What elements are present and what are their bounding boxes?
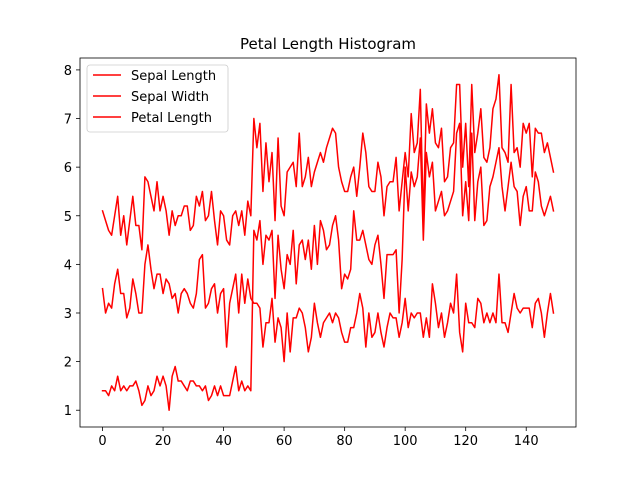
legend: Sepal Length Sepal Width Petal Length (86, 64, 229, 133)
x-tick-label: 120 (453, 434, 478, 449)
y-tick-label: 5 (64, 210, 72, 225)
x-tick-label: 60 (276, 434, 293, 449)
legend-label-2: Petal Length (131, 111, 212, 126)
x-axis: 0 20 40 60 80 100 120 140 (98, 427, 539, 449)
y-tick-label: 1 (64, 404, 72, 419)
chart-title: Petal Length Histogram (240, 35, 416, 53)
y-tick-label: 2 (64, 356, 72, 371)
y-axis: 1 2 3 4 5 6 7 8 (64, 64, 80, 419)
legend-label-1: Sepal Width (131, 90, 209, 105)
x-tick-label: 40 (215, 434, 232, 449)
y-tick-label: 4 (64, 258, 72, 273)
legend-label-0: Sepal Length (131, 69, 216, 84)
y-tick-label: 7 (64, 113, 72, 128)
y-tick-label: 6 (64, 161, 72, 176)
x-tick-label: 100 (393, 434, 418, 449)
series-line-2 (101, 122, 555, 411)
x-tick-label: 0 (98, 434, 106, 449)
x-tick-label: 20 (155, 434, 172, 449)
x-tick-label: 140 (514, 434, 539, 449)
legend-box (86, 64, 229, 133)
y-tick-label: 3 (64, 307, 72, 322)
plot-frame (79, 57, 577, 428)
series-line-1 (101, 244, 555, 363)
x-tick-label: 80 (336, 434, 353, 449)
series-layer (101, 74, 555, 411)
series-line-0 (101, 74, 555, 251)
y-tick-label: 8 (64, 64, 72, 79)
